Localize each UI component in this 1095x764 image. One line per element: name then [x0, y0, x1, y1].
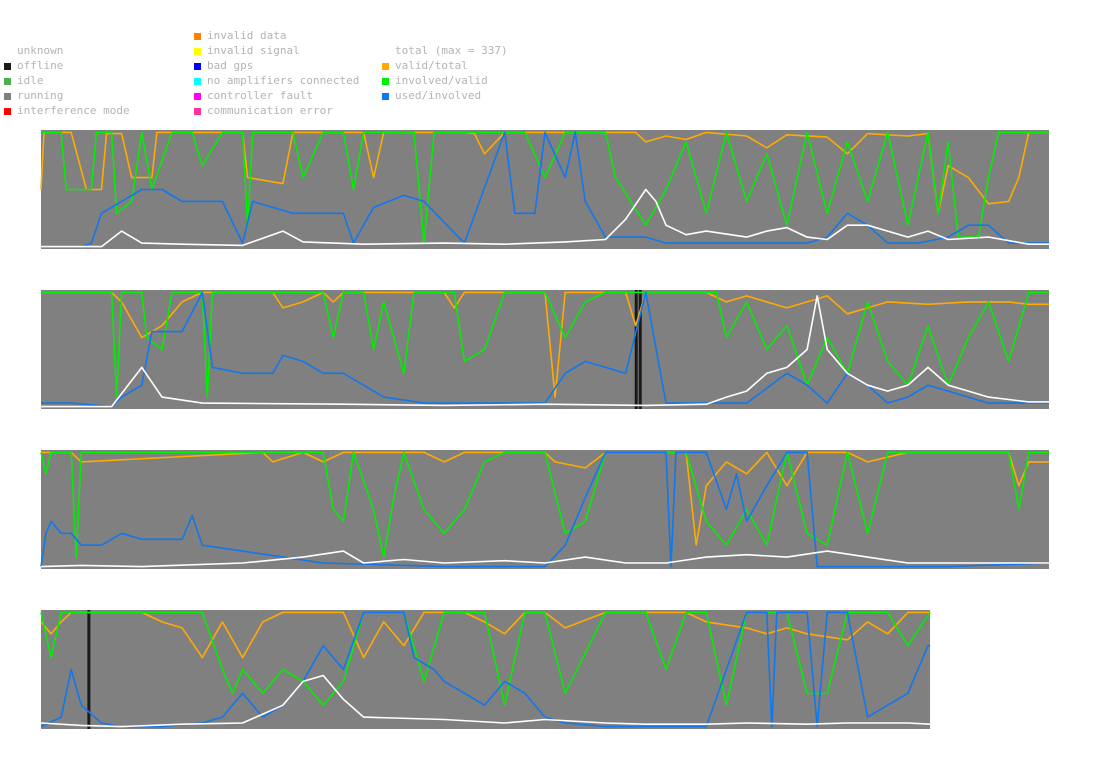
strip-chart-4	[40, 610, 931, 729]
series-line-total	[41, 188, 1049, 248]
legend-label: no amplifiers connected	[207, 74, 360, 87]
legend-label: controller fault	[207, 89, 313, 102]
legend-label: interference mode	[17, 104, 130, 117]
swatch-controller-fault	[194, 93, 201, 100]
state-band	[41, 610, 931, 729]
legend-label: idle	[17, 74, 44, 87]
legend-label: valid/total	[395, 59, 468, 72]
legend-label: unknown	[17, 44, 64, 57]
swatch-used-involved	[382, 93, 389, 100]
swatch-running	[4, 93, 11, 100]
series-line-involved-valid	[40, 611, 931, 707]
strip-chart-1	[40, 130, 1049, 249]
series-line-used-involved	[40, 451, 1050, 568]
legend-label: invalid signal	[207, 44, 300, 57]
legend-label: bad gps	[207, 59, 254, 72]
legend-label: total (max = 337)	[395, 44, 508, 57]
state-band	[41, 130, 1049, 249]
swatch-invalid-signal	[194, 48, 201, 55]
series-line-total	[40, 550, 1049, 568]
swatch-bad-gps	[194, 63, 201, 70]
offline-mark	[638, 290, 642, 409]
legend-label: running	[17, 89, 64, 102]
series-line-used-involved	[41, 291, 1049, 408]
strip-chart-3	[40, 450, 1050, 569]
strip-chart-2	[41, 290, 1049, 409]
swatch-communication-error	[194, 108, 201, 115]
legend-label: offline	[17, 59, 64, 72]
series-line-involved-valid	[41, 131, 1049, 244]
offline-mark	[634, 290, 638, 409]
state-band	[41, 290, 1049, 409]
series-line-involved-valid	[40, 451, 1049, 558]
series-line-total	[40, 674, 931, 728]
legend-label: involved/valid	[395, 74, 488, 87]
swatch-valid-total	[382, 63, 389, 70]
swatch-involved-valid	[382, 78, 389, 85]
swatch-no-amplifiers	[194, 78, 201, 85]
offline-mark	[87, 610, 91, 729]
legend-label: used/involved	[395, 89, 482, 102]
series-line-involved-valid	[41, 291, 1049, 398]
legend-label: communication error	[207, 104, 333, 117]
legend: unknown offline idle running interferenc…	[0, 0, 560, 125]
swatch-idle	[4, 78, 11, 85]
series-line-used-involved	[41, 131, 1049, 248]
state-band	[41, 450, 1049, 569]
series-line-total	[41, 295, 1049, 408]
legend-label: invalid data	[207, 29, 287, 42]
swatch-offline	[4, 63, 11, 70]
swatch-interference	[4, 108, 11, 115]
swatch-invalid-data	[194, 33, 201, 40]
